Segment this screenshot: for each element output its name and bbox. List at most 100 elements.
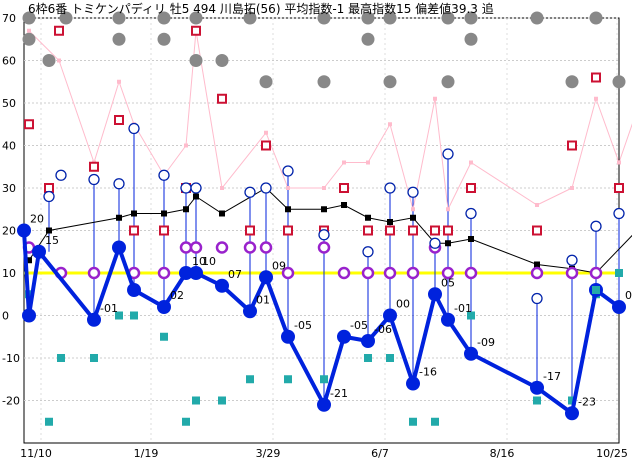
main-data-label: -05 [350, 319, 368, 332]
teal-square [467, 311, 475, 320]
gray-dot [189, 11, 203, 25]
teal-square [615, 269, 623, 277]
main-point [179, 266, 193, 280]
red-square [567, 140, 577, 151]
black-point [410, 214, 416, 221]
gray-dot [59, 11, 73, 25]
pink-point [388, 122, 392, 127]
gray-dot [243, 11, 257, 25]
blue-circle [442, 148, 454, 160]
pink-point [264, 130, 268, 135]
main-data-label: -23 [578, 395, 596, 408]
pink-point [57, 58, 61, 63]
y-tick-label: 60 [2, 55, 16, 68]
y-tick-label: -10 [2, 352, 20, 365]
x-tick-label: 6/7 [371, 447, 389, 460]
gray-dot [589, 11, 603, 25]
main-point [281, 329, 295, 344]
x-axis-tick-labels: 11/10 1/19 3/29 6/7 8/16 10/25 [20, 447, 628, 460]
main-point [215, 278, 229, 293]
gray-dot [317, 11, 331, 25]
gray-dot [42, 54, 56, 67]
blue-circle [158, 169, 170, 181]
main-point [17, 223, 31, 238]
gray-dot [565, 75, 579, 89]
black-series-line [28, 187, 632, 274]
pink-point [617, 160, 621, 165]
main-point [189, 266, 203, 280]
gray-dot [22, 11, 36, 25]
teal-square [533, 396, 541, 405]
black-point [321, 206, 327, 213]
black-point [341, 202, 347, 208]
teal-square [115, 311, 123, 320]
main-data-label: 02 [170, 289, 184, 302]
black-point [219, 210, 225, 217]
main-data-label: -01 [454, 302, 472, 315]
stems [48, 128, 620, 414]
red-square [217, 93, 227, 104]
pink-point [594, 96, 598, 101]
blue-circle [88, 173, 100, 186]
main-data-label: 02 [625, 289, 632, 302]
blue-circle [362, 246, 374, 258]
red-square [532, 225, 542, 236]
teal-square [130, 311, 138, 320]
purple-circle [87, 266, 101, 280]
y-tick-label: 10 [2, 267, 16, 280]
main-series [17, 223, 626, 421]
main-point [22, 308, 36, 323]
main-data-label: 05 [441, 276, 455, 289]
blue-circle [244, 186, 256, 198]
black-point [468, 236, 474, 242]
gray-dot [112, 32, 126, 46]
gray-dot [464, 32, 478, 46]
black-point [46, 227, 52, 234]
gray-dot [189, 54, 203, 67]
blue-circle [190, 182, 202, 194]
main-data-label: -01 [100, 302, 118, 315]
red-markers [24, 25, 624, 236]
main-point [32, 244, 46, 259]
red-square [159, 225, 169, 236]
blue-circle [566, 254, 578, 266]
purple-circle [317, 241, 331, 254]
main-point [612, 300, 626, 314]
black-point [534, 261, 540, 268]
blue-circle [282, 165, 294, 177]
x-tick-label: 1/19 [134, 447, 159, 460]
blue-circle [260, 182, 272, 194]
blue-circle [43, 190, 55, 203]
teal-square [246, 375, 254, 384]
pink-point [433, 96, 437, 101]
red-square [443, 225, 453, 236]
blue-circle [318, 229, 330, 241]
pink-point [117, 79, 121, 84]
red-square [614, 183, 624, 193]
pink-point [220, 186, 224, 190]
black-point [131, 210, 137, 217]
blue-circle [590, 220, 602, 232]
gray-dot [361, 11, 375, 25]
red-square [54, 25, 64, 36]
purple-circle [464, 266, 478, 280]
gray-dot [464, 11, 478, 25]
gray-dot [259, 75, 273, 89]
blue-circle [180, 182, 192, 194]
red-square [114, 115, 124, 125]
main-data-label: -05 [294, 319, 312, 332]
red-square [261, 140, 271, 151]
purple-circle [179, 241, 193, 254]
red-square [24, 119, 34, 130]
red-square [245, 225, 255, 236]
red-square [363, 225, 373, 236]
y-tick-label: 0 [2, 310, 9, 323]
red-square [129, 225, 139, 236]
teal-square [57, 354, 65, 362]
main-data-label: 01 [256, 293, 270, 306]
teal-square [431, 417, 439, 426]
pink-point [184, 143, 188, 148]
blue-circle [128, 122, 140, 135]
gray-dot [530, 11, 544, 25]
